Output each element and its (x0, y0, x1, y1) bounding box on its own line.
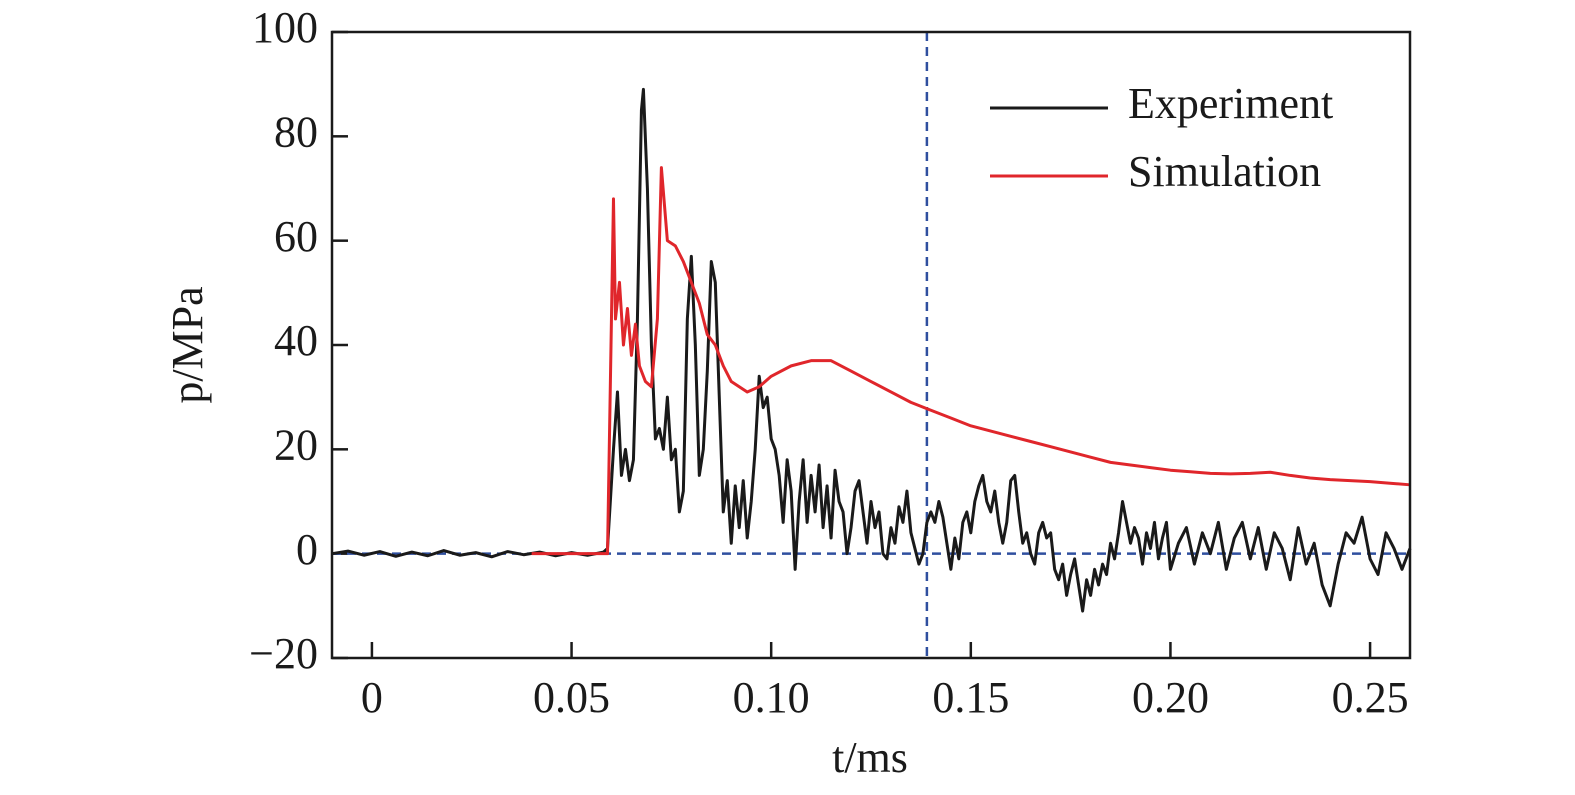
legend-label: Simulation (1128, 147, 1321, 196)
y-tick-label: −20 (249, 629, 318, 678)
y-axis-label: p/MPa (163, 286, 212, 403)
data-line (331, 87, 1412, 613)
y-tick-label: 40 (274, 316, 318, 365)
y-tick-label: 0 (296, 525, 318, 574)
y-tick-label: 60 (274, 212, 318, 261)
x-tick-label: 0.05 (533, 673, 610, 722)
y-tick-label: 100 (252, 3, 318, 52)
x-tick-label: 0.10 (733, 673, 810, 722)
x-tick-label: 0 (361, 673, 383, 722)
plot-frame (330, 30, 1412, 660)
x-tick-label: 0.25 (1332, 673, 1409, 722)
legend-label: Experiment (1128, 79, 1333, 128)
x-axis-label: t/ms (832, 733, 908, 782)
y-tick-label: 20 (274, 420, 318, 469)
data-line (531, 166, 1411, 556)
x-tick-label: 0.20 (1132, 673, 1209, 722)
x-tick-label: 0.15 (932, 673, 1009, 722)
y-tick-label: 80 (274, 107, 318, 156)
